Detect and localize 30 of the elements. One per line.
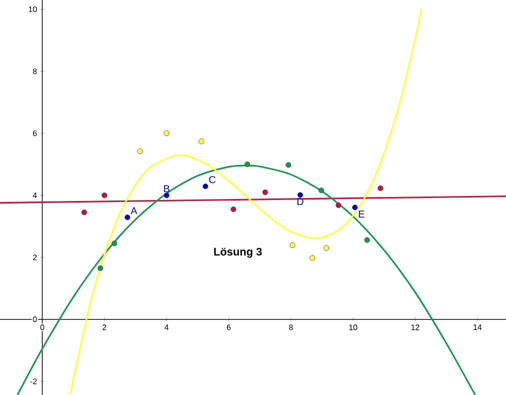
line-series: [69, 8, 422, 395]
point: [81, 210, 88, 216]
point: [297, 192, 304, 198]
point: [244, 162, 250, 168]
point: [352, 204, 358, 210]
point: [137, 148, 143, 154]
point: [112, 240, 118, 246]
point: [262, 189, 268, 196]
point: [202, 184, 208, 190]
point: [230, 206, 236, 212]
point: [98, 265, 104, 271]
point: [310, 255, 316, 261]
point: [336, 202, 342, 208]
point: [290, 242, 296, 248]
point: [198, 138, 204, 144]
point: [164, 130, 170, 136]
data-label: A: [130, 207, 138, 214]
data-label: D: [297, 198, 304, 206]
point: [378, 185, 384, 191]
point: [286, 162, 292, 168]
point: [102, 192, 108, 198]
data-label: C: [209, 176, 216, 184]
point: [324, 245, 330, 251]
point: [364, 237, 370, 243]
data-label: B: [164, 185, 170, 192]
annotation: Lösung 3: [214, 248, 262, 258]
data-label: E: [358, 210, 364, 218]
point: [318, 188, 324, 194]
point: [164, 192, 170, 198]
point: [124, 214, 130, 220]
